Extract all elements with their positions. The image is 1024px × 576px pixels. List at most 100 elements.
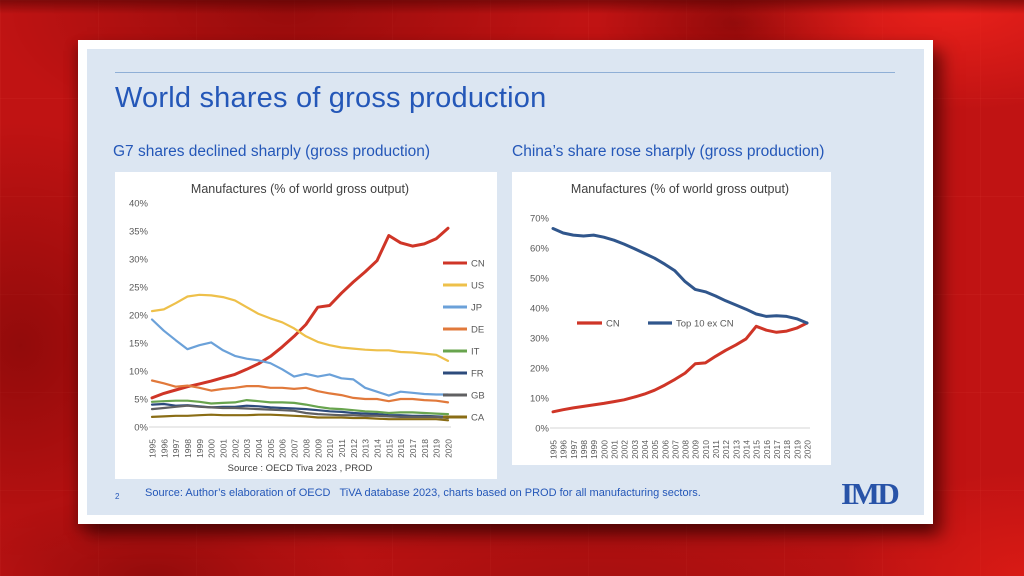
x-axis-year-label: 2011 (711, 440, 721, 459)
y-axis-tick-label: 20% (129, 311, 149, 322)
x-axis-year-label: 2008 (681, 440, 691, 459)
x-axis-year-label: 2018 (420, 439, 430, 458)
y-axis-tick-label: 60% (530, 244, 550, 255)
slide-body: World shares of gross production G7 shar… (87, 49, 924, 515)
legend-label-cn: CN (471, 259, 485, 270)
x-axis-year-label: 2000 (207, 439, 217, 458)
x-axis-year-label: 1999 (195, 439, 205, 458)
legend-label-it: IT (471, 347, 480, 358)
legend-label-de: DE (471, 325, 484, 336)
x-axis-year-label: 2016 (762, 440, 772, 459)
x-axis-year-label: 1998 (579, 440, 589, 459)
series-line-ca (150, 413, 450, 422)
y-axis-tick-label: 5% (134, 395, 148, 406)
x-axis-year-label: 2002 (620, 440, 630, 459)
x-axis-year-label: 2020 (803, 440, 813, 459)
chart-title: Manufactures (% of world gross output) (191, 182, 409, 196)
left-chart-heading: G7 shares declined sharply (gross produc… (113, 143, 431, 160)
x-axis-year-label: 2011 (337, 439, 347, 458)
y-axis-tick-label: 35% (129, 227, 149, 238)
series-line-cn (150, 226, 450, 400)
series-line-jp (150, 318, 450, 397)
x-axis-year-label: 2017 (772, 440, 782, 459)
x-axis-year-label: 2013 (731, 440, 741, 459)
x-axis-year-label: 2006 (660, 440, 670, 459)
y-axis-tick-label: 0% (134, 423, 148, 434)
y-axis-tick-label: 25% (129, 283, 149, 294)
x-axis-year-label: 2005 (650, 440, 660, 459)
y-axis-tick-label: 30% (129, 255, 149, 266)
legend-label-cn: CN (606, 319, 620, 330)
chart-source-note: Source : OECD Tiva 2023 , PROD (228, 463, 373, 474)
legend-label-ca: CA (471, 413, 485, 424)
y-axis-tick-label: 0% (535, 424, 549, 435)
x-axis-year-label: 2002 (230, 439, 240, 458)
chart-title: Manufactures (% of world gross output) (571, 182, 789, 196)
x-axis-year-label: 2010 (325, 439, 335, 458)
x-axis-year-label: 2008 (301, 439, 311, 458)
series-line-de (150, 379, 450, 404)
imd-logo: IMD (841, 476, 900, 511)
legend-label-top-10-ex-cn: Top 10 ex CN (676, 319, 734, 330)
y-axis-tick-label: 40% (530, 304, 550, 315)
x-axis-year-label: 2003 (242, 439, 252, 458)
legend-label-fr: FR (471, 369, 484, 380)
x-axis-year-label: 2001 (219, 439, 229, 458)
y-axis-tick-label: 40% (129, 199, 149, 210)
x-axis-year-label: 2009 (691, 440, 701, 459)
x-axis-year-label: 1995 (148, 439, 158, 458)
x-axis-year-label: 2018 (782, 440, 792, 459)
x-axis-year-label: 2014 (372, 439, 382, 458)
page-title: World shares of gross production (115, 82, 547, 114)
y-axis-tick-label: 50% (530, 274, 550, 285)
x-axis-year-label: 2017 (408, 439, 418, 458)
x-axis-year-label: 2012 (349, 439, 359, 458)
x-axis-year-label: 2016 (396, 439, 406, 458)
x-axis-year-label: 2010 (701, 440, 711, 459)
y-axis-tick-label: 10% (530, 394, 550, 405)
series-line-gb (150, 404, 450, 420)
x-axis-year-label: 2000 (599, 440, 609, 459)
x-axis-year-label: 2007 (670, 440, 680, 459)
x-axis-year-label: 1996 (159, 439, 169, 458)
x-axis-year-label: 2012 (721, 440, 731, 459)
series-line-top-10-ex-cn (551, 227, 809, 325)
title-rule-divider (115, 72, 895, 73)
x-axis-year-label: 2007 (290, 439, 300, 458)
page-number: 2 (115, 492, 120, 501)
x-axis-year-label: 2001 (609, 440, 619, 459)
y-axis-tick-label: 70% (530, 214, 550, 225)
x-axis-year-label: 2003 (630, 440, 640, 459)
y-axis-tick-label: 30% (530, 334, 550, 345)
x-axis-year-label: 2019 (792, 440, 802, 459)
x-axis-year-label: 2015 (384, 439, 394, 458)
right-chart-heading: China’s share rose sharply (gross produc… (512, 143, 825, 160)
x-axis-year-label: 2015 (752, 440, 762, 459)
left-chart-panel: Manufactures (% of world gross output) 0%… (115, 172, 497, 479)
series-line-it (150, 399, 450, 416)
x-axis-year-label: 2009 (313, 439, 323, 458)
x-axis-year-label: 2013 (361, 439, 371, 458)
x-axis-year-label: 1996 (559, 440, 569, 459)
x-axis-year-label: 1997 (171, 439, 181, 458)
x-axis-year-label: 2004 (640, 440, 650, 459)
x-axis-year-label: 2005 (266, 439, 276, 458)
y-axis-tick-label: 10% (129, 367, 149, 378)
g7-shares-line-chart: Manufactures (% of world gross output) 0%… (129, 182, 485, 474)
x-axis-year-label: 1995 (549, 440, 559, 459)
x-axis-year-label: 2004 (254, 439, 264, 458)
x-axis-year-label: 1999 (589, 440, 599, 459)
x-axis-year-label: 2014 (742, 440, 752, 459)
series-line-cn (551, 321, 809, 414)
x-axis-year-label: 2019 (432, 439, 442, 458)
right-chart-panel: Manufactures (% of world gross output) 0%… (512, 172, 831, 465)
y-axis-tick-label: 20% (530, 364, 550, 375)
x-axis-year-label: 1997 (569, 440, 579, 459)
x-axis-year-label: 2006 (278, 439, 288, 458)
y-axis-tick-label: 15% (129, 339, 149, 350)
footer-source-note: Source: Author’s elaboration of OECD TiV… (145, 487, 701, 499)
legend-label-jp: JP (471, 303, 482, 314)
legend-label-us: US (471, 281, 484, 292)
series-line-us (150, 293, 450, 362)
